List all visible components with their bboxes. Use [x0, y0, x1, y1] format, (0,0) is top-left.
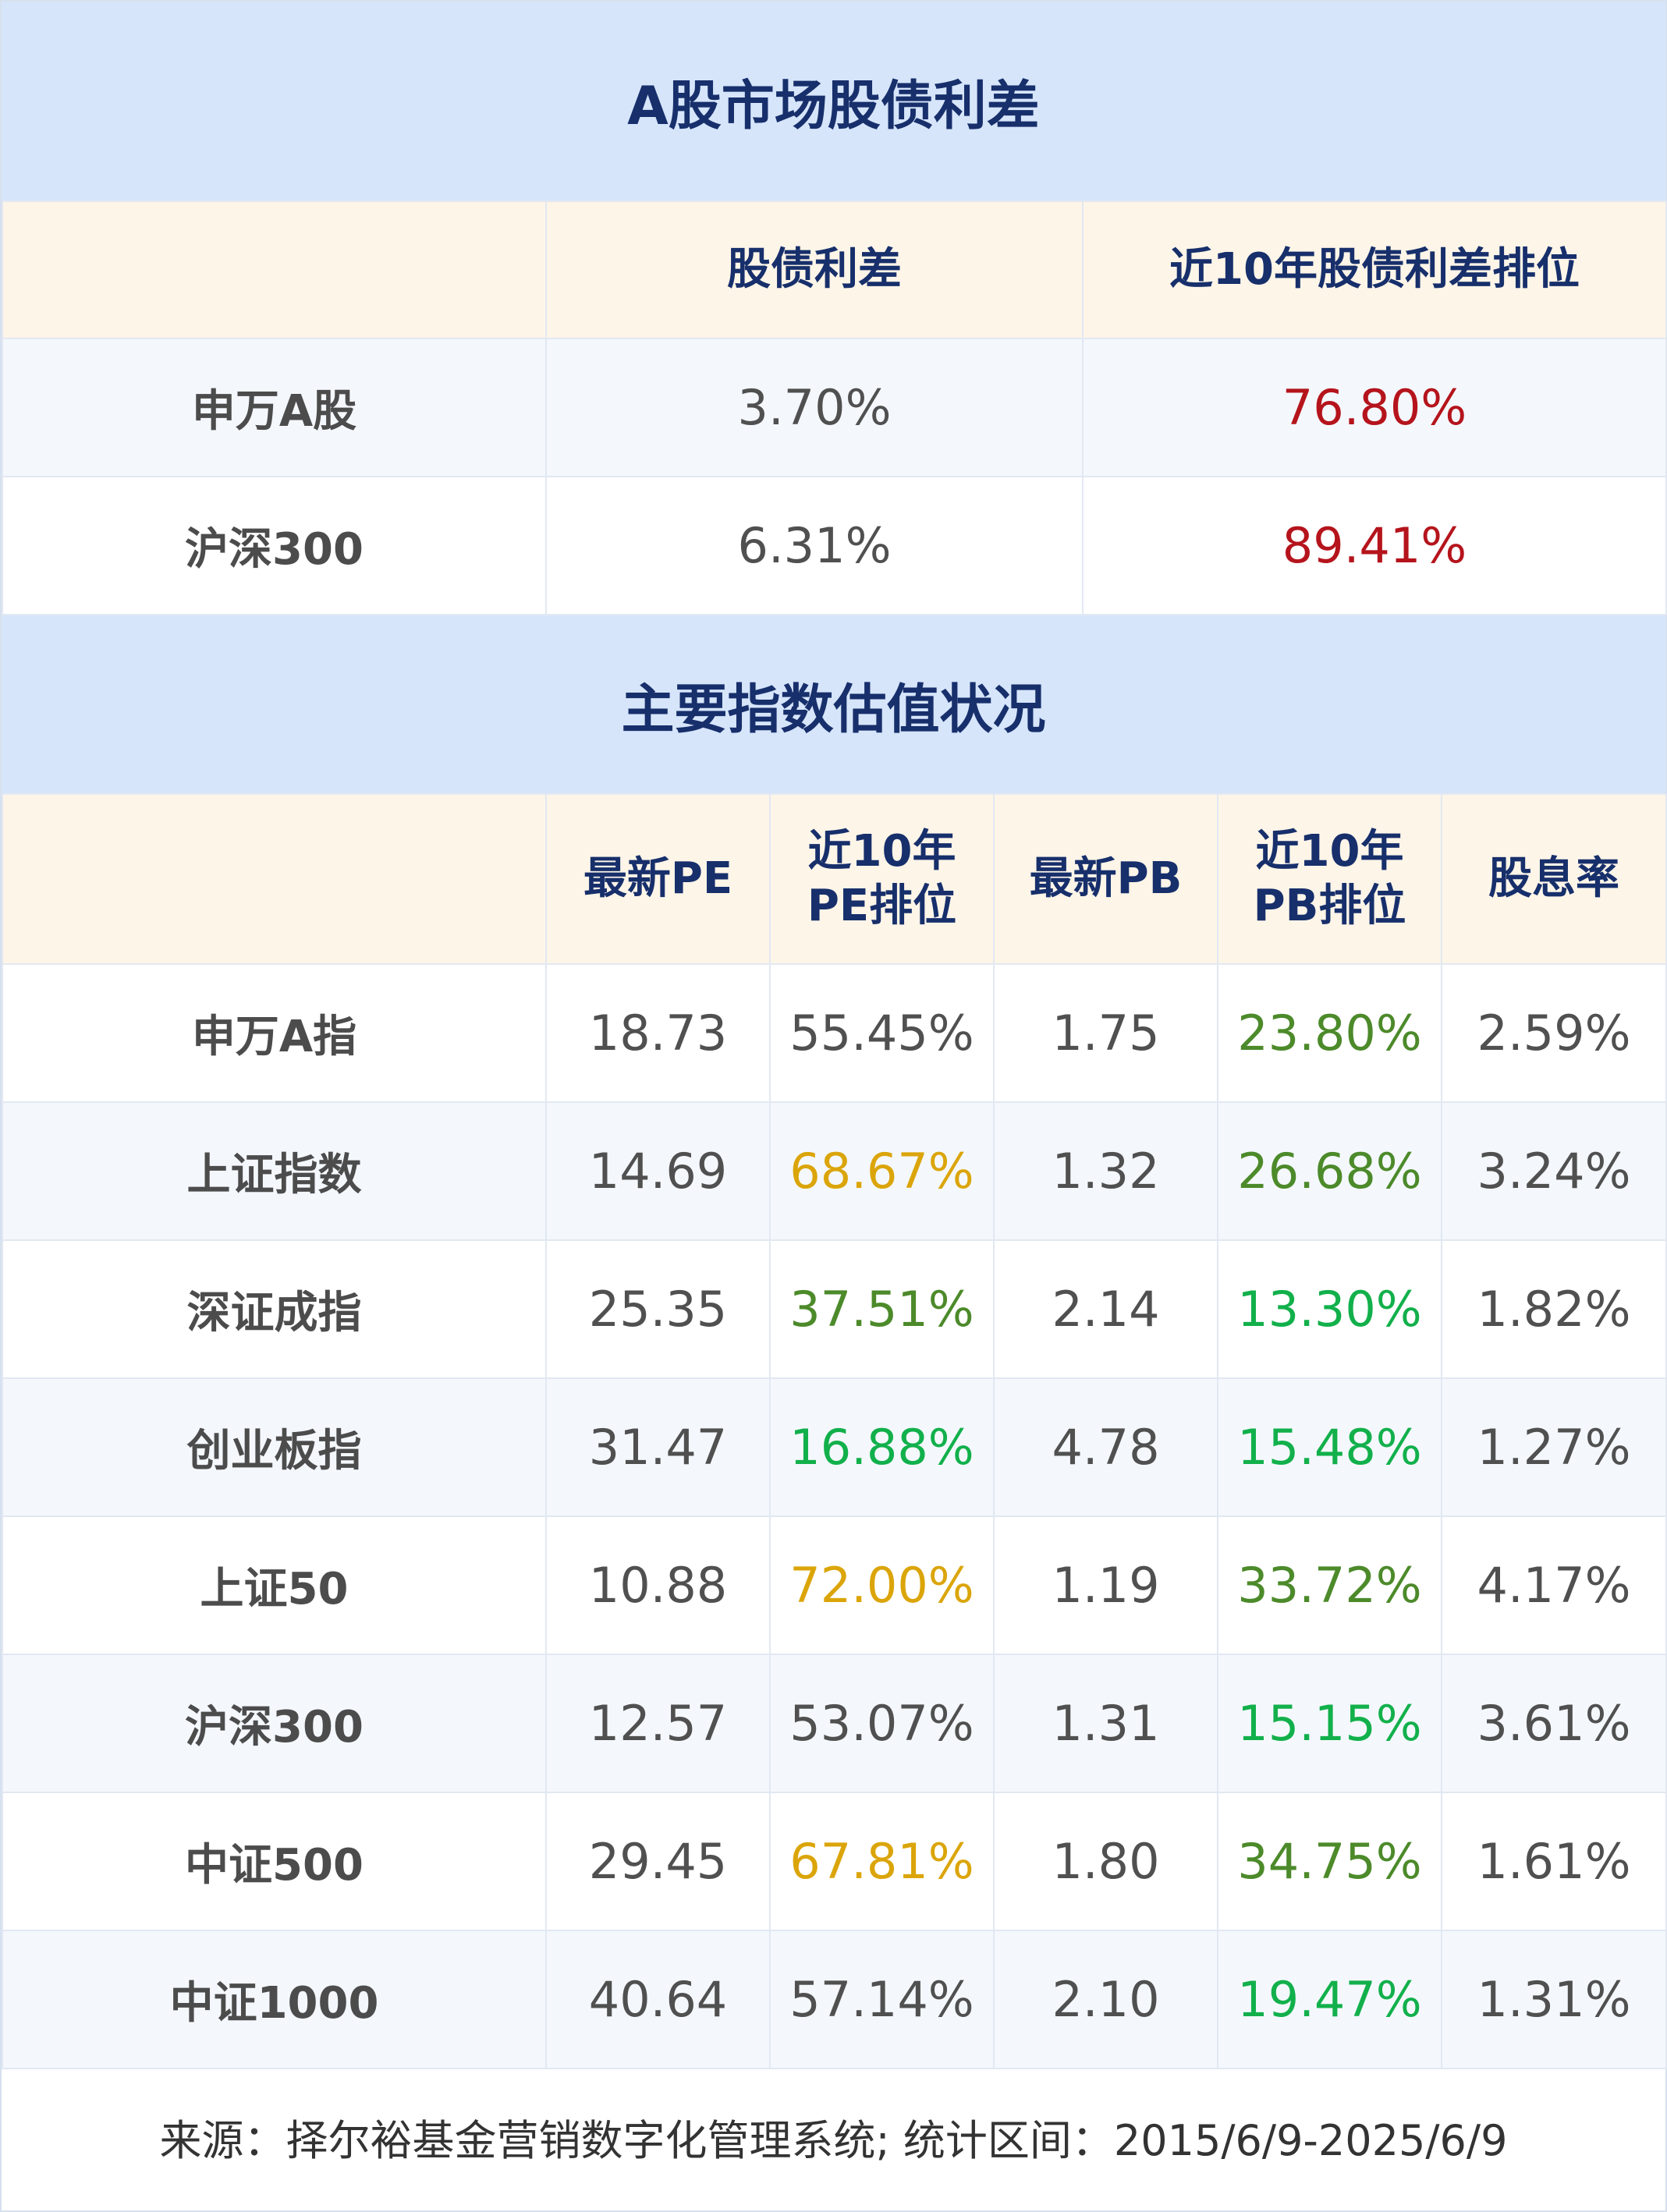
source-footer: 来源：择尔裕基金营销数字化管理系统; 统计区间：2015/6/9-2025/6/…: [2, 2069, 1665, 2203]
spread-value: 3.70%: [545, 338, 1084, 477]
latest-pb-value: 2.14: [993, 1239, 1218, 1379]
index-name: 中证1000: [2, 1930, 547, 2069]
latest-pe-value: 31.47: [545, 1377, 771, 1517]
index-row: 上证50 10.88 72.00% 1.19 33.72% 4.17%: [2, 1515, 1667, 1655]
index-name: 深证成指: [2, 1239, 547, 1379]
index-name: 沪深300: [2, 1654, 547, 1793]
dividend-yield-value: 1.82%: [1441, 1239, 1667, 1379]
pe-rank-value: 72.00%: [769, 1515, 995, 1655]
latest-pb-value: 1.31: [993, 1654, 1218, 1793]
latest-pb-value: 4.78: [993, 1377, 1218, 1517]
pe-rank-value: 55.45%: [769, 963, 995, 1103]
header-pe-rank: 近10年 PE排位: [769, 793, 995, 965]
valuation-section-title: 主要指数估值状况: [2, 615, 1665, 793]
index-row: 创业板指 31.47 16.88% 4.78 15.48% 1.27%: [2, 1377, 1667, 1517]
pb-rank-value: 33.72%: [1217, 1515, 1442, 1655]
latest-pe-value: 14.69: [545, 1101, 771, 1241]
latest-pe-value: 40.64: [545, 1930, 771, 2069]
spread-header-row: 股债利差 近10年股债利差排位: [2, 200, 1667, 339]
valuation-header-blank: [2, 793, 547, 965]
spread-section-title: A股市场股债利差: [2, 2, 1665, 200]
spread-table: 股债利差 近10年股债利差排位 申万A股 3.70% 76.80% 沪深300 …: [2, 200, 1667, 615]
header-latest-pb: 最新PB: [993, 793, 1218, 965]
index-name: 上证50: [2, 1515, 547, 1655]
pe-rank-value: 53.07%: [769, 1654, 995, 1793]
pb-rank-value: 15.15%: [1217, 1654, 1442, 1793]
valuation-table-body: 申万A指 18.73 55.45% 1.75 23.80% 2.59% 上证指数 14.69 6…: [2, 963, 1667, 2069]
index-row: 深证成指 25.35 37.51% 2.14 13.30% 1.82%: [2, 1239, 1667, 1379]
index-name: 上证指数: [2, 1101, 547, 1241]
spread-row-name: 沪深300: [2, 476, 547, 615]
pe-rank-value: 37.51%: [769, 1239, 995, 1379]
index-row: 申万A指 18.73 55.45% 1.75 23.80% 2.59%: [2, 963, 1667, 1103]
latest-pb-value: 1.80: [993, 1792, 1218, 1931]
pb-rank-value: 13.30%: [1217, 1239, 1442, 1379]
latest-pe-value: 18.73: [545, 963, 771, 1103]
spread-header-rank: 近10年股债利差排位: [1082, 200, 1667, 339]
pb-rank-value: 26.68%: [1217, 1101, 1442, 1241]
latest-pe-value: 29.45: [545, 1792, 771, 1931]
latest-pe-value: 10.88: [545, 1515, 771, 1655]
latest-pe-value: 12.57: [545, 1654, 771, 1793]
index-name: 创业板指: [2, 1377, 547, 1517]
dividend-yield-value: 3.24%: [1441, 1101, 1667, 1241]
pb-rank-value: 34.75%: [1217, 1792, 1442, 1931]
latest-pb-value: 1.75: [993, 963, 1218, 1103]
header-dividend-yield: 股息率: [1441, 793, 1667, 965]
spread-rank-value: 89.41%: [1082, 476, 1667, 615]
index-row: 中证1000 40.64 57.14% 2.10 19.47% 1.31%: [2, 1930, 1667, 2069]
dividend-yield-value: 4.17%: [1441, 1515, 1667, 1655]
spread-value: 6.31%: [545, 476, 1084, 615]
dividend-yield-value: 2.59%: [1441, 963, 1667, 1103]
latest-pe-value: 25.35: [545, 1239, 771, 1379]
index-row: 沪深300 12.57 53.07% 1.31 15.15% 3.61%: [2, 1654, 1667, 1793]
latest-pb-value: 1.19: [993, 1515, 1218, 1655]
spread-row: 沪深300 6.31% 89.41%: [2, 476, 1667, 615]
pe-rank-value: 16.88%: [769, 1377, 995, 1517]
pb-rank-value: 15.48%: [1217, 1377, 1442, 1517]
pb-rank-value: 23.80%: [1217, 963, 1442, 1103]
index-row: 中证500 29.45 67.81% 1.80 34.75% 1.61%: [2, 1792, 1667, 1931]
index-row: 上证指数 14.69 68.67% 1.32 26.68% 3.24%: [2, 1101, 1667, 1241]
pe-rank-value: 68.67%: [769, 1101, 995, 1241]
spread-rank-value: 76.80%: [1082, 338, 1667, 477]
spread-row-name: 申万A股: [2, 338, 547, 477]
spread-header-spread: 股债利差: [545, 200, 1084, 339]
index-name: 中证500: [2, 1792, 547, 1931]
spread-header-blank: [2, 200, 547, 339]
dividend-yield-value: 1.31%: [1441, 1930, 1667, 2069]
header-pb-rank: 近10年 PB排位: [1217, 793, 1442, 965]
dividend-yield-value: 1.27%: [1441, 1377, 1667, 1517]
spread-row: 申万A股 3.70% 76.80%: [2, 338, 1667, 477]
valuation-table: 最新PE 近10年 PE排位 最新PB 近10年 PB排位 股息率 申万A指 18.73 5…: [2, 793, 1667, 2069]
latest-pb-value: 1.32: [993, 1101, 1218, 1241]
index-name: 申万A指: [2, 963, 547, 1103]
pe-rank-value: 57.14%: [769, 1930, 995, 2069]
header-latest-pe: 最新PE: [545, 793, 771, 965]
dividend-yield-value: 1.61%: [1441, 1792, 1667, 1931]
latest-pb-value: 2.10: [993, 1930, 1218, 2069]
pb-rank-value: 19.47%: [1217, 1930, 1442, 2069]
pe-rank-value: 67.81%: [769, 1792, 995, 1931]
dividend-yield-value: 3.61%: [1441, 1654, 1667, 1793]
valuation-header-row: 最新PE 近10年 PE排位 最新PB 近10年 PB排位 股息率: [2, 793, 1667, 965]
